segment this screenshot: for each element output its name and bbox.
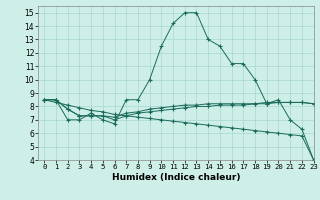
X-axis label: Humidex (Indice chaleur): Humidex (Indice chaleur) — [112, 173, 240, 182]
